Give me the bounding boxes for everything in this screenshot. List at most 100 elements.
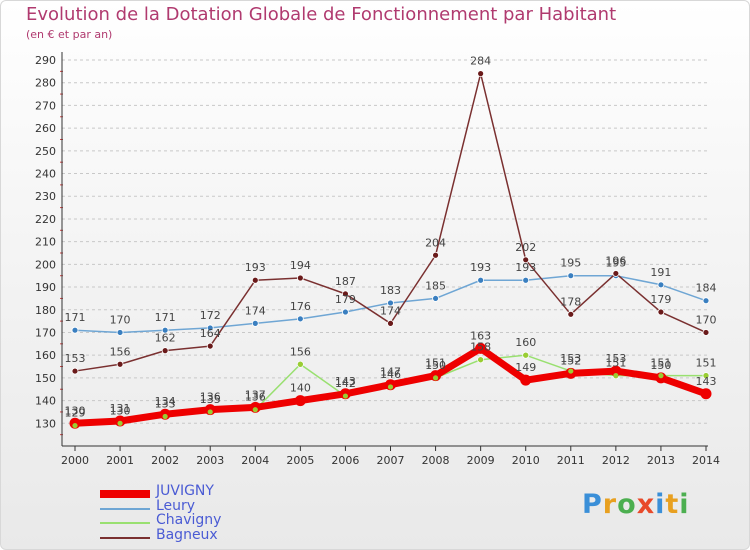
data-point	[478, 357, 484, 363]
data-label: 171	[65, 311, 86, 324]
data-point	[251, 276, 259, 284]
data-label: 153	[560, 352, 581, 365]
data-label: 153	[605, 352, 626, 365]
data-point	[700, 388, 712, 400]
data-point	[703, 373, 709, 379]
data-point	[522, 276, 530, 284]
data-label: 174	[245, 304, 266, 317]
x-tick-label: 2006	[331, 454, 359, 467]
data-label: 151	[696, 357, 717, 370]
data-point	[657, 308, 665, 316]
legend-label: JUVIGNY	[156, 483, 214, 499]
data-label: 176	[290, 300, 311, 313]
data-point	[432, 251, 439, 259]
legend-swatch	[100, 490, 150, 498]
x-tick-label: 2007	[377, 454, 405, 467]
data-label: 147	[380, 366, 401, 379]
data-label: 136	[200, 391, 221, 404]
data-point	[567, 310, 575, 318]
data-point	[296, 274, 304, 282]
legend-swatch	[100, 507, 150, 510]
data-label: 284	[470, 55, 491, 68]
data-label: 151	[605, 357, 626, 370]
legend-label: Chavigny	[156, 512, 222, 528]
data-point	[658, 373, 664, 379]
data-point	[342, 393, 349, 399]
y-tick-label: 180	[35, 304, 56, 317]
data-point	[432, 375, 439, 381]
data-point	[117, 420, 123, 426]
data-label: 202	[515, 241, 536, 254]
data-point	[477, 276, 485, 284]
data-label: 178	[560, 295, 581, 308]
y-tick-label: 220	[35, 213, 56, 226]
data-label: 171	[155, 311, 176, 324]
y-tick-label: 260	[35, 122, 56, 135]
data-label: 152	[560, 354, 581, 367]
data-label: 194	[290, 259, 311, 272]
y-tick-label: 270	[35, 99, 56, 112]
data-point	[567, 272, 575, 280]
x-tick-label: 2002	[151, 454, 179, 467]
data-point	[387, 299, 394, 307]
data-point	[116, 329, 124, 336]
legend-swatch	[100, 522, 150, 524]
data-label: 130	[110, 404, 131, 417]
y-tick-label: 280	[35, 77, 56, 90]
data-label: 184	[696, 282, 717, 295]
data-point	[477, 70, 485, 78]
x-tick-label: 2013	[647, 454, 675, 467]
data-label: 172	[200, 309, 221, 322]
data-point	[342, 308, 349, 316]
data-label: 136	[245, 391, 266, 404]
data-label: 170	[110, 313, 131, 326]
data-label: 143	[335, 375, 356, 388]
chart-subtitle: (en € et par an)	[26, 28, 113, 41]
x-tick-label: 2004	[241, 454, 269, 467]
data-point	[432, 295, 439, 302]
data-point	[251, 319, 259, 327]
data-label: 183	[380, 284, 401, 297]
data-point	[613, 373, 619, 379]
x-tick-label: 2014	[692, 454, 720, 467]
data-label: 195	[605, 257, 626, 270]
data-label: 149	[515, 361, 536, 374]
data-point	[523, 352, 529, 358]
x-tick-label: 2003	[196, 454, 224, 467]
y-tick-label: 150	[35, 372, 56, 385]
x-tick-label: 2011	[557, 454, 585, 467]
y-tick-label: 200	[35, 258, 56, 271]
data-label: 193	[245, 261, 266, 274]
data-label: 134	[155, 395, 176, 408]
data-point	[294, 395, 306, 407]
y-tick-label: 160	[35, 349, 56, 362]
data-point	[71, 326, 79, 334]
data-point	[161, 347, 169, 355]
data-label: 133	[155, 397, 176, 410]
data-point	[161, 326, 169, 334]
data-label: 174	[380, 304, 401, 317]
data-label: 196	[605, 254, 626, 267]
data-point	[610, 365, 622, 377]
data-point	[387, 319, 394, 327]
data-point	[162, 413, 168, 420]
y-tick-label: 210	[35, 236, 56, 249]
data-label: 129	[65, 407, 86, 420]
y-tick-label: 130	[35, 417, 56, 430]
data-label: 130	[65, 404, 86, 417]
x-tick-label: 2008	[422, 454, 450, 467]
y-tick-label: 250	[35, 145, 56, 158]
data-label: 142	[335, 377, 356, 390]
proxiti-logo: Proxiti	[582, 489, 690, 520]
data-label: 187	[335, 275, 356, 288]
data-point	[657, 281, 665, 289]
data-point	[612, 270, 620, 277]
data-label: 156	[110, 345, 131, 358]
data-point	[207, 409, 213, 415]
data-point	[116, 360, 124, 368]
data-point	[475, 342, 487, 354]
data-label: 204	[425, 236, 446, 249]
data-label: 158	[470, 341, 491, 354]
x-tick-label: 2005	[286, 454, 314, 467]
